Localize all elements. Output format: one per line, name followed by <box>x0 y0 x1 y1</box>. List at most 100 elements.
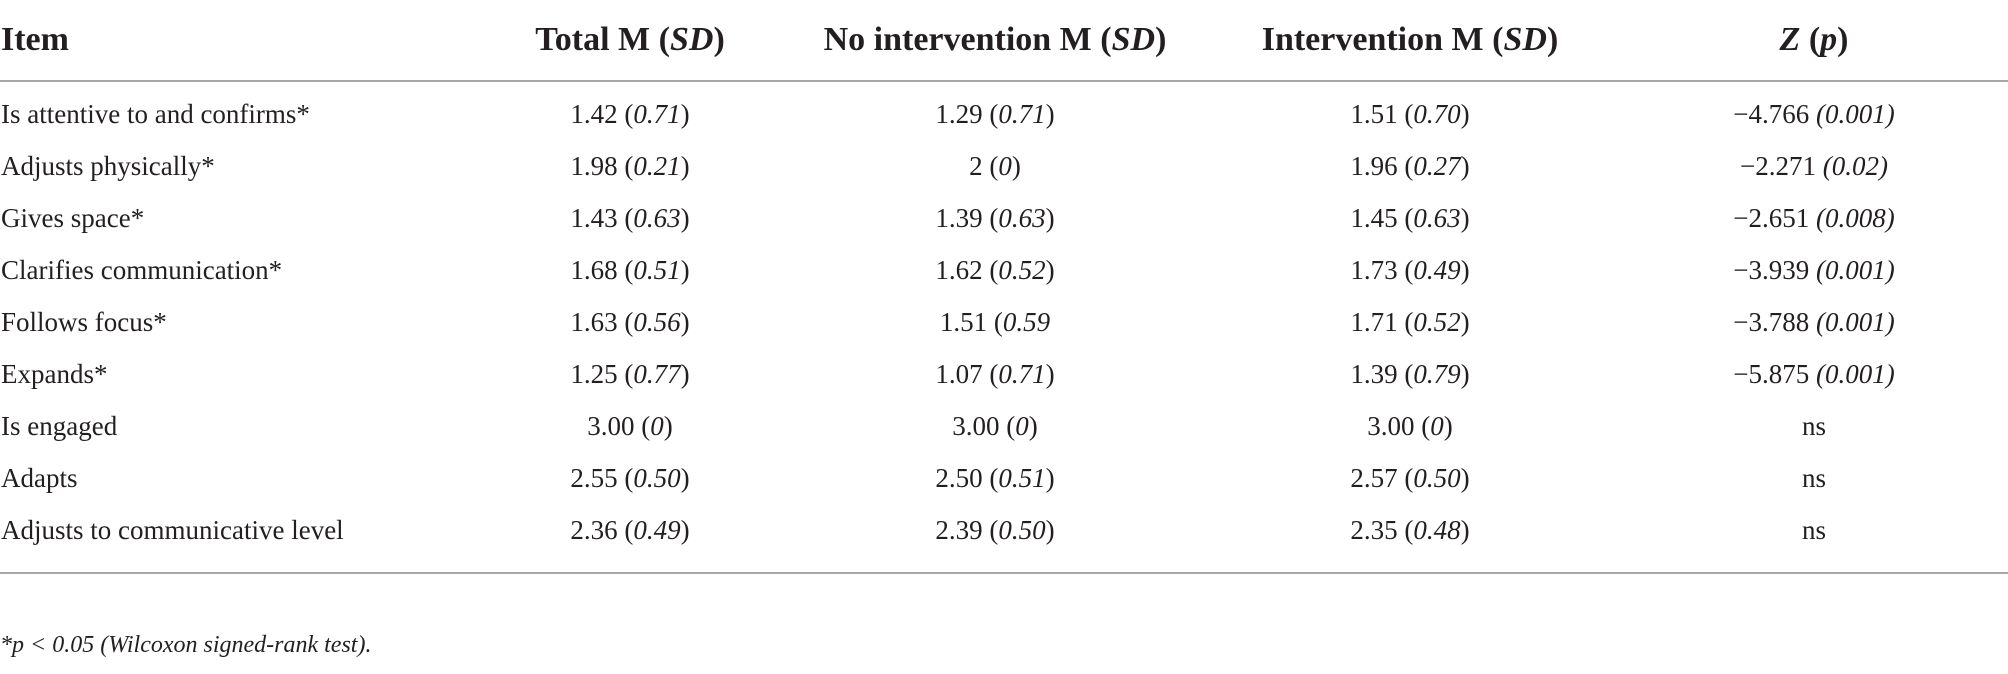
cell-z-p: −2.271 (0.02) <box>1620 140 2008 192</box>
sd-value: 0.77 <box>633 358 681 389</box>
cell-total: 1.68 (0.51) <box>570 254 690 285</box>
table-row: Gives space* 1.43 (0.63) 1.39 (0.63) 1.45 (… <box>0 192 2008 244</box>
cell-no-intervention: 2 (0) <box>969 150 1021 181</box>
cell-total: 1.25 (0.77) <box>570 358 690 389</box>
cell-intervention: 2.35 (0.48) <box>1200 504 1620 574</box>
mean-value: 1.96 <box>1350 150 1398 181</box>
cell-no-intervention: 1.51 (0.59 <box>939 306 1051 337</box>
cell-intervention: 1.73 (0.49) <box>1350 254 1470 285</box>
cell-z-p: ns <box>1620 452 2008 504</box>
sd-value: 0.63 <box>633 202 681 233</box>
p-value: 0.02 <box>1831 150 1879 181</box>
z-value: −3.939 <box>1733 254 1810 285</box>
mean-value: 1.42 <box>570 98 618 129</box>
mean-value: 3.00 <box>1367 410 1415 441</box>
item-label: Adjusts physically* <box>1 150 215 181</box>
sd-value: 0.48 <box>1413 514 1461 545</box>
sd-value: 0.56 <box>633 306 681 337</box>
item-label: Expands* <box>1 358 108 389</box>
cell-no-intervention: 2.50 (0.51) <box>935 462 1055 493</box>
cell-item: Expands* <box>0 348 470 400</box>
cell-intervention: 1.39 (0.79) <box>1350 358 1470 389</box>
item-label: Adjusts to communicative level <box>1 514 344 545</box>
z-value: −2.651 <box>1733 202 1810 233</box>
mean-value: 1.45 <box>1350 202 1398 233</box>
cell-z-p: −5.875 (0.001) <box>1620 348 2008 400</box>
mean-value: 1.39 <box>935 202 983 233</box>
cell-total: 1.98 (0.21) <box>570 150 690 181</box>
cell-total: 1.43 (0.63) <box>570 202 690 233</box>
item-label: Adapts <box>1 462 78 493</box>
cell-intervention: 1.71 (0.52) <box>1350 306 1470 337</box>
cell-total: 2.55 (0.50) <box>570 462 690 493</box>
results-table-container: Item Total M (SD) No intervention M (SD)… <box>0 0 2008 574</box>
mean-value: 1.98 <box>570 150 618 181</box>
table-row: Expands* 1.25 (0.77) 1.07 (0.71) 1.39 (0.79… <box>0 348 2008 400</box>
cell-item: Is engaged <box>0 400 470 452</box>
table-row: Follows focus* 1.63 (0.56) 1.51 (0.59 1.71 … <box>0 296 2008 348</box>
cell-item: Adjusts to communicative level <box>0 504 470 574</box>
sd-value: 0.21 <box>633 150 681 181</box>
sd-value: 0 <box>1015 410 1029 441</box>
cell-no-intervention: 1.07 (0.71) <box>935 358 1055 389</box>
p-group: (0.001) <box>1809 98 1895 129</box>
header-no-intervention: No intervention M (SD) <box>790 0 1200 82</box>
cell-no-intervention: 1.29 (0.71) <box>935 98 1055 129</box>
header-total: Total M (SD) <box>470 0 790 82</box>
p-group: (0.008) <box>1809 202 1895 233</box>
z-value: −3.788 <box>1733 306 1810 337</box>
sd-value: 0.51 <box>633 254 681 285</box>
p-group: (0.001) <box>1809 306 1895 337</box>
results-table: Item Total M (SD) No intervention M (SD)… <box>0 0 2008 574</box>
mean-value: 2.36 <box>570 514 618 545</box>
cell-item: Is attentive to and confirms* <box>0 81 470 140</box>
mean-value: 2 <box>969 150 983 181</box>
mean-value: 2.39 <box>935 514 983 545</box>
cell-total: 3.00 (0) <box>587 410 673 441</box>
cell-z-p: ns <box>1620 400 2008 452</box>
sd-value: 0.50 <box>633 462 681 493</box>
cell-item: Adjusts physically* <box>0 140 470 192</box>
table-row: Clarifies communication* 1.68 (0.51) 1.62 … <box>0 244 2008 296</box>
cell-z-p: −3.939 (0.001) <box>1620 244 2008 296</box>
item-label: Gives space* <box>1 202 145 233</box>
cell-no-intervention: 3.00 (0) <box>952 410 1038 441</box>
sd-value: 0.63 <box>998 202 1046 233</box>
mean-value: 1.25 <box>570 358 618 389</box>
mean-value: 1.43 <box>570 202 618 233</box>
table-row: Is attentive to and confirms* 1.42 (0.71)… <box>0 81 2008 140</box>
mean-value: 1.63 <box>570 306 618 337</box>
cell-item: Clarifies communication* <box>0 244 470 296</box>
sd-value: 0.59 <box>1002 306 1051 337</box>
table-row: Adapts 2.55 (0.50) 2.50 (0.51) 2.57 (0.50) n… <box>0 452 2008 504</box>
mean-value: 3.00 <box>587 410 635 441</box>
z-value: −5.875 <box>1733 358 1810 389</box>
cell-item: Follows focus* <box>0 296 470 348</box>
cell-no-intervention: 1.62 (0.52) <box>935 254 1055 285</box>
mean-value: 2.35 <box>1350 514 1398 545</box>
z-value: −4.766 <box>1733 98 1810 129</box>
mean-value: 1.39 <box>1350 358 1398 389</box>
mean-value: 2.50 <box>935 462 983 493</box>
cell-total: 2.36 (0.49) <box>470 504 790 574</box>
sd-value: 0 <box>998 150 1012 181</box>
sd-value: 0.52 <box>998 254 1046 285</box>
p-value: 0.001 <box>1824 358 1886 389</box>
cell-z-p: ns <box>1620 504 2008 574</box>
sd-value: 0.49 <box>1413 254 1461 285</box>
header-intervention: Intervention M (SD) <box>1200 0 1620 82</box>
sd-value: 0.51 <box>998 462 1046 493</box>
p-group: (0.02) <box>1815 150 1888 181</box>
mean-value: 3.00 <box>952 410 1000 441</box>
z-value: −2.271 <box>1740 150 1816 181</box>
p-value: 0.001 <box>1824 98 1886 129</box>
mean-value: 2.55 <box>570 462 618 493</box>
p-group: (0.001) <box>1809 254 1895 285</box>
cell-z-p: −2.651 (0.008) <box>1620 192 2008 244</box>
mean-value: 1.71 <box>1350 306 1398 337</box>
sd-value: 0.50 <box>998 514 1046 545</box>
sd-value: 0 <box>650 410 664 441</box>
cell-intervention: 1.45 (0.63) <box>1350 202 1470 233</box>
sd-value: 0.71 <box>998 98 1046 129</box>
p-value: 0.008 <box>1824 202 1886 233</box>
